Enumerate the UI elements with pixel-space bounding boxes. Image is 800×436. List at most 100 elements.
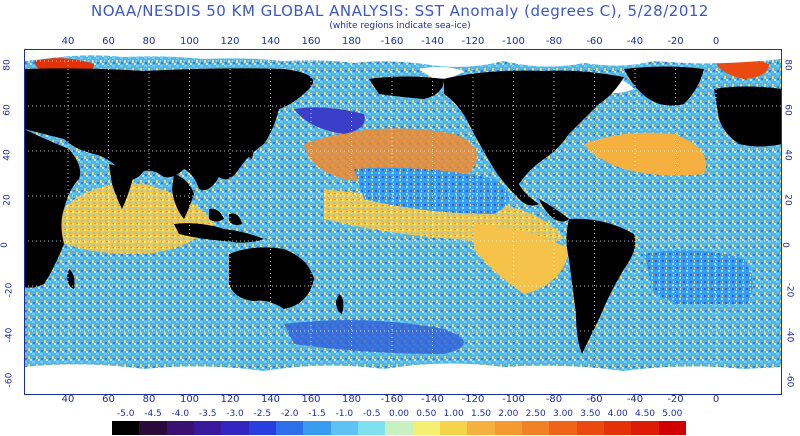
latitude-axis-left: 80 60 40 20 0 -20 -40 -60: [0, 48, 18, 394]
right-lat-label: 40: [782, 149, 793, 161]
bottom-lon-label: -80: [545, 394, 563, 405]
longitude-axis-top: 40 60 80 100 120 140 160 180 -160 -140 -120 -100 -80…: [0, 36, 800, 50]
legend-swatch: [193, 421, 222, 435]
warm-anomaly-north-atlantic: [584, 132, 706, 176]
legend-value-label: 4.00: [607, 409, 628, 419]
left-lat-label: -40: [4, 327, 15, 343]
sst-anomaly-map: [24, 49, 782, 395]
land-se-asia: [172, 174, 194, 219]
legend-swatch: [330, 421, 358, 435]
warm-anomaly-east-pacific: [474, 224, 569, 294]
longitude-axis-bottom: 40 60 80 100 120 140 160 180 -160 -140 -120 -100 -80…: [0, 394, 800, 408]
legend-value-label: 0.50: [416, 409, 437, 419]
legend-swatch: [412, 421, 440, 435]
legend-value-label: -2.5: [253, 409, 272, 419]
legend-swatch: [112, 421, 140, 435]
chart-subtitle: (white regions indicate sea-ice): [329, 21, 471, 31]
legend-labels: -5.0 -4.5 -4.0 -3.5 -3.0 -2.5 -2.0 -1.5 -1.0 -0.5…: [0, 409, 800, 421]
top-lon-label: 120: [220, 36, 240, 47]
land-japan: [244, 134, 254, 159]
top-lon-label: -80: [545, 36, 563, 47]
top-lon-label: -20: [667, 36, 684, 47]
top-lon-label: -160: [380, 36, 404, 47]
left-lat-label: 80: [2, 59, 13, 71]
legend-value-label: 2.50: [525, 409, 546, 419]
land-madagascar: [67, 269, 75, 289]
bottom-lon-label: -100: [502, 394, 525, 405]
left-lat-label: 0: [0, 242, 10, 248]
bottom-lon-label: 100: [179, 394, 200, 405]
legend-value-label: -4.5: [144, 409, 162, 419]
cool-anomaly-north-pacific: [354, 167, 509, 214]
bottom-lon-label: 60: [102, 394, 115, 405]
latitude-axis-right: 80 60 40 20 0 -20 -40 -60: [780, 48, 798, 394]
top-lon-label: 80: [142, 36, 156, 47]
legend-value-label: 0.00: [388, 409, 410, 419]
left-lat-label: -60: [4, 372, 15, 388]
top-lon-label: 100: [179, 36, 200, 47]
top-lon-label: 180: [341, 36, 362, 47]
bottom-lon-label: 180: [341, 394, 362, 405]
legend-swatch: [658, 421, 686, 435]
color-legend: [112, 421, 686, 435]
legend-value-label: -4.0: [171, 409, 190, 419]
left-lat-label: -20: [4, 282, 15, 298]
map-border: [24, 49, 782, 395]
legend-swatch: [631, 421, 659, 435]
bottom-lon-label: -20: [667, 394, 684, 405]
graticule-grid: [24, 49, 782, 395]
warm-anomaly-indian-ocean: [54, 183, 214, 254]
top-lon-label: -100: [502, 36, 525, 47]
legend-value-label: -3.5: [198, 409, 217, 419]
cool-anomaly-southern-ocean: [284, 320, 464, 354]
bottom-lon-label: -160: [380, 394, 404, 405]
legend-swatch: [521, 421, 550, 435]
legend-swatch: [166, 421, 194, 435]
legend-value-label: 4.50: [634, 409, 656, 419]
legend-value-label: -1.5: [308, 409, 326, 419]
cool-anomaly-bering: [294, 107, 365, 134]
land-australia: [229, 247, 314, 309]
legend-value-label: -0.5: [362, 409, 381, 419]
top-lon-label: -120: [461, 36, 485, 47]
bottom-lon-label: -120: [461, 394, 485, 405]
left-lat-label: 60: [2, 104, 13, 116]
top-lon-label: 60: [102, 36, 115, 47]
land-india: [109, 164, 134, 209]
left-lat-label: 20: [2, 194, 13, 206]
bottom-lon-label: 0: [712, 394, 720, 405]
legend-swatch: [603, 421, 632, 435]
right-lat-label: 20: [782, 194, 793, 206]
bottom-lon-label: 140: [260, 394, 281, 405]
legend-value-label: 1.50: [470, 409, 492, 419]
legend-swatch: [439, 421, 468, 435]
legend-value-label: 3.00: [552, 409, 574, 419]
legend-value-label: 3.50: [580, 409, 601, 419]
land-eurasia: [24, 68, 314, 191]
land-africa: [24, 129, 81, 288]
right-lat-label: -60: [784, 372, 795, 388]
sea-ice-antarctic: [24, 363, 782, 395]
legend-swatch: [549, 421, 577, 435]
top-lon-label: 0: [712, 36, 720, 47]
land-north-america: [444, 70, 624, 206]
legend-swatch: [385, 421, 413, 435]
left-lat-label: 40: [2, 149, 13, 161]
bottom-lon-label: 80: [142, 394, 156, 405]
legend-swatch: [357, 421, 386, 435]
top-lon-label: -60: [586, 36, 603, 47]
legend-value-label: -2.0: [280, 409, 299, 419]
legend-value-label: -3.0: [226, 409, 244, 419]
top-lon-label: 140: [260, 36, 281, 47]
land-new-zealand: [336, 294, 344, 314]
bottom-lon-label: 40: [61, 394, 75, 405]
legend-swatch: [494, 421, 522, 435]
top-lon-label: 40: [61, 36, 75, 47]
legend-swatch: [576, 421, 604, 435]
right-lat-label: 60: [782, 104, 793, 116]
top-lon-label: 160: [301, 36, 321, 47]
land-indonesia: [174, 223, 264, 243]
legend-value-label: -1.0: [335, 409, 354, 419]
legend-swatch: [221, 421, 249, 435]
right-lat-label: -20: [784, 282, 795, 298]
